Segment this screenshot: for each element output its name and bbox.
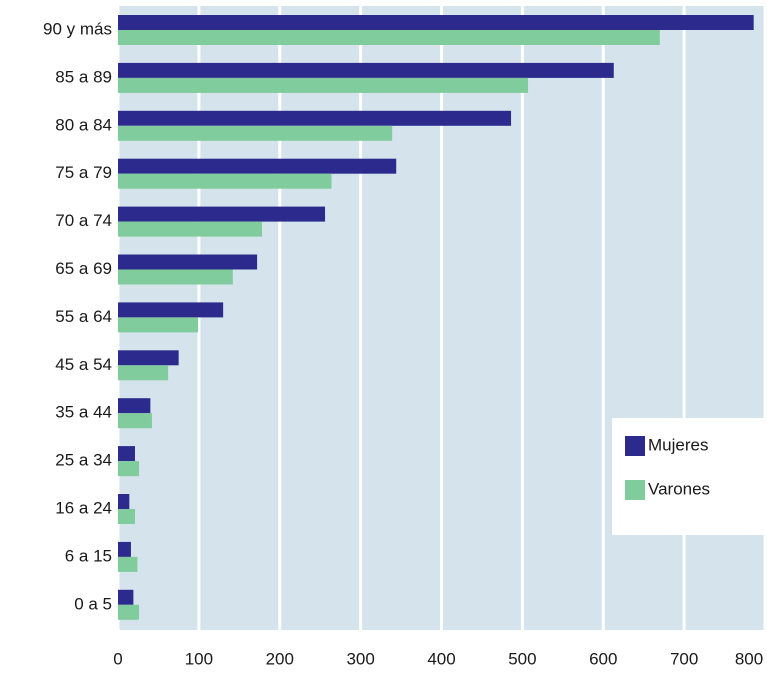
y-tick-label: 25 a 34 (55, 451, 112, 470)
bar (118, 15, 754, 30)
y-tick-label: 55 a 64 (55, 307, 112, 326)
legend-label: Varones (648, 479, 710, 498)
x-tick-label: 700 (670, 649, 698, 668)
bar (118, 30, 660, 45)
x-tick-label: 800 (735, 649, 763, 668)
y-tick-label: 0 a 5 (74, 594, 112, 613)
bar (118, 398, 151, 414)
x-tick-label: 600 (589, 649, 617, 668)
bar (118, 110, 512, 126)
bar (118, 413, 152, 429)
bar (118, 173, 332, 189)
bar (118, 269, 233, 285)
bar (118, 62, 614, 78)
y-tick-label: 16 a 24 (55, 498, 112, 517)
bar (118, 509, 135, 524)
bar (118, 221, 262, 237)
bar (118, 77, 529, 93)
bar (118, 317, 199, 333)
y-tick-label: 65 a 69 (55, 259, 112, 278)
x-tick-label: 100 (185, 649, 213, 668)
y-tick-label: 70 a 74 (55, 211, 112, 230)
bar (118, 541, 131, 557)
bar (118, 446, 135, 462)
bar (118, 350, 179, 366)
bar (118, 254, 258, 270)
x-tick-label: 500 (508, 649, 536, 668)
bar (118, 589, 134, 605)
bar (118, 302, 224, 318)
bar (118, 125, 393, 141)
y-tick-label: 85 a 89 (55, 67, 112, 86)
y-tick-label: 75 a 79 (55, 163, 112, 182)
bar (118, 206, 326, 222)
bar (118, 158, 397, 174)
legend-swatch (625, 436, 645, 456)
bar (118, 556, 138, 572)
x-tick-label: 200 (266, 649, 294, 668)
y-tick-label: 6 a 15 (65, 546, 112, 565)
x-tick-label: 400 (427, 649, 455, 668)
bar (118, 604, 140, 620)
legend-swatch (625, 480, 645, 500)
y-tick-label: 80 a 84 (55, 115, 112, 134)
bar (118, 365, 169, 381)
x-tick-label: 0 (113, 649, 122, 668)
bar (118, 461, 140, 477)
x-tick-label: 300 (346, 649, 374, 668)
y-tick-label: 90 y más (43, 19, 112, 38)
bar (118, 494, 130, 509)
y-tick-label: 35 a 44 (55, 403, 112, 422)
y-tick-label: 45 a 54 (55, 355, 112, 374)
legend-label: Mujeres (648, 435, 708, 454)
